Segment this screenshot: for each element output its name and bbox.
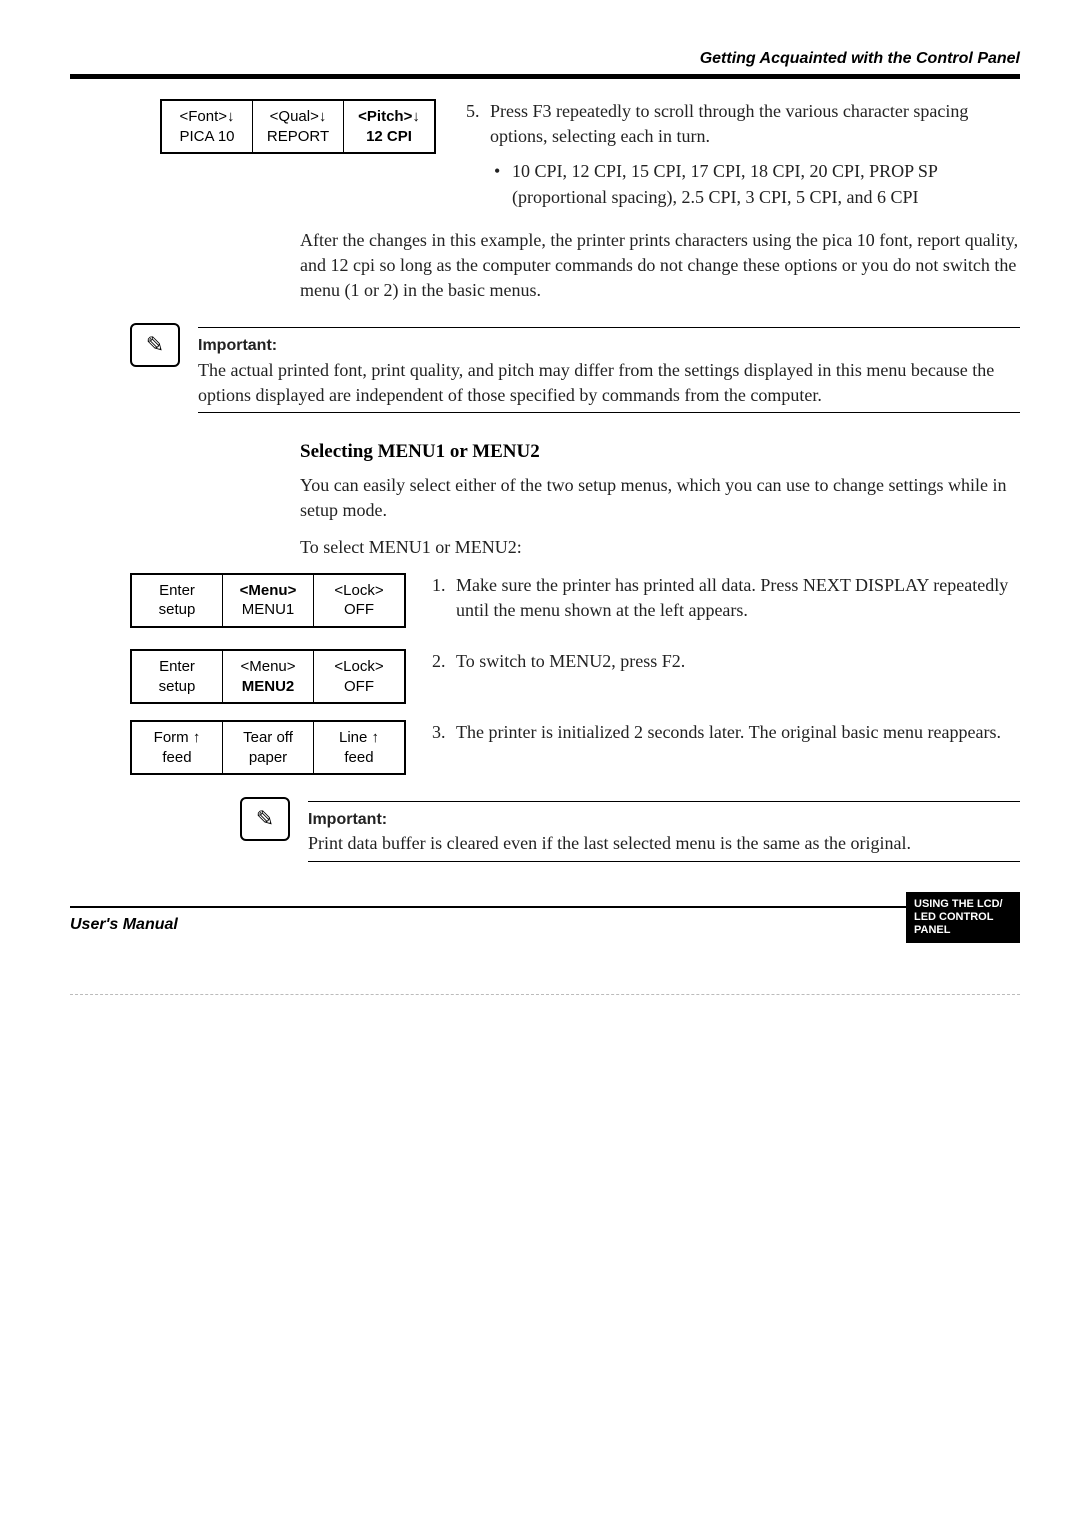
stepB2-num: 2. [432,649,456,674]
lcd1-c3-top: <Pitch>↓ [354,107,424,127]
lcd1-c2-bot: REPORT [263,127,333,147]
running-header: Getting Acquainted with the Control Pane… [70,50,1020,68]
stepB1-num: 1. [432,573,456,623]
step5-text: Press F3 repeatedly to scroll through th… [490,99,1020,149]
stepB3-num: 3. [432,720,456,745]
lcdA-c1-top: Enter [142,581,212,601]
stepB2-text: To switch to MENU2, press F2. [456,649,685,674]
scan-artifact-line [70,994,1020,995]
pencil-icon-2: ✎ [256,806,274,832]
note1-rule-top [198,327,1020,328]
lcd1-c3-bot: 12 CPI [354,127,424,147]
note1-text: The actual printed font, print quality, … [198,358,1020,408]
lcd1-c1-top: <Font>↓ [172,107,242,127]
lcdB-c1-top: Enter [142,657,212,677]
note1-label: Important: [198,337,277,354]
lcdC-c1-top: Form ↑ [142,728,212,748]
lcd1-c2-top: <Qual>↓ [263,107,333,127]
stepB1-text: Make sure the printer has printed all da… [456,573,1020,623]
note2-label: Important: [308,811,387,828]
lcdB-c3-bot: OFF [324,677,394,697]
lcd-display-1: <Font>↓ PICA 10 <Qual>↓ REPORT <Pitch>↓ … [160,99,436,154]
lcd-display-b: Enter setup <Menu> MENU2 <Lock> OFF [130,649,406,704]
lcdA-c2-bot: MENU1 [233,600,303,620]
footer-left: User's Manual [70,916,178,934]
step5-number: 5. [466,99,490,149]
lcd1-c1-bot: PICA 10 [172,127,242,147]
lcdC-c1-bot: feed [142,748,212,768]
lcdB-c1-bot: setup [142,677,212,697]
lcdC-c2-bot: paper [233,748,303,768]
paragraph-3: To select MENU1 or MENU2: [300,535,1020,560]
lcdB-c2-top: <Menu> [233,657,303,677]
tab-line2: LED CONTROL [914,911,1012,924]
note-icon: ✎ [130,323,180,367]
note-icon-2: ✎ [240,797,290,841]
lcdA-c3-top: <Lock> [324,581,394,601]
note1-rule-bot [198,412,1020,413]
stepB3-text: The printer is initialized 2 seconds lat… [456,720,1001,745]
bullet-dot: • [494,159,512,209]
lcdA-c1-bot: setup [142,600,212,620]
lcd-display-a: Enter setup <Menu> MENU1 <Lock> OFF [130,573,406,628]
footer-rule [70,906,1020,908]
note2-rule-top [308,801,1020,802]
lcdA-c3-bot: OFF [324,600,394,620]
lcdC-c3-bot: feed [324,748,394,768]
lcdB-c2-bot: MENU2 [233,677,303,697]
lcd-display-c: Form ↑ feed Tear off paper Line ↑ feed [130,720,406,775]
header-rule [70,74,1020,79]
lcdB-c3-top: <Lock> [324,657,394,677]
note2-rule-bot [308,861,1020,862]
lcdA-c2-top: <Menu> [233,581,303,601]
tab-line3: PANEL [914,924,1012,937]
step5-bullet: 10 CPI, 12 CPI, 15 CPI, 17 CPI, 18 CPI, … [512,159,1020,209]
tab-line1: USING THE LCD/ [914,898,1012,911]
paragraph-2: You can easily select either of the two … [300,473,1020,523]
lcdC-c2-top: Tear off [233,728,303,748]
section-heading: Selecting MENU1 or MENU2 [300,441,1020,463]
lcdC-c3-top: Line ↑ [324,728,394,748]
pencil-icon: ✎ [146,332,164,358]
note2-text: Print data buffer is cleared even if the… [308,831,1020,856]
thumb-tab: USING THE LCD/ LED CONTROL PANEL [906,892,1020,944]
paragraph-1: After the changes in this example, the p… [300,228,1020,304]
